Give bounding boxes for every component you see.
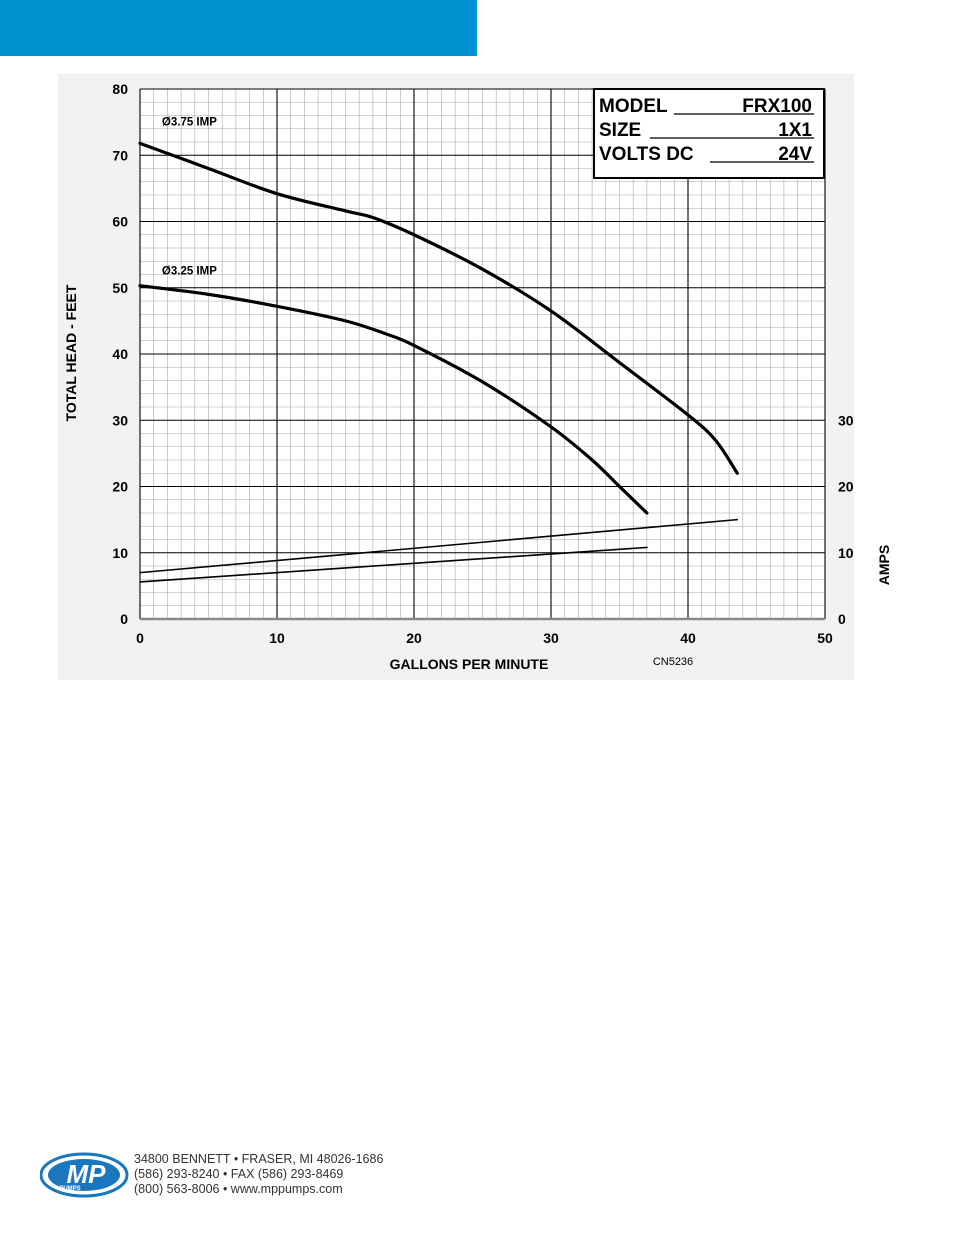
y-tick-label: 80 [112,81,128,97]
mp-pumps-logo: MP PUMPS [40,1152,129,1198]
impeller-label-1: Ø3.25 IMP [162,266,217,278]
volts-label: VOLTS DC [599,144,694,165]
logo-ring [40,1152,129,1198]
y2-tick-label: 20 [838,479,854,495]
address-line-3: (800) 563-8006 • www.mppumps.com [134,1182,343,1196]
major-grid [139,88,826,621]
y2-axis-title: AMPS [876,545,892,585]
address-block: 34800 BENNETT • FRASER, MI 48026-1686 (5… [134,1152,383,1197]
series-layer: Ø3.75 IMP Ø3.25 IMP [138,116,739,583]
y-tick-label: 30 [112,412,128,428]
y2-tick-label: 10 [838,545,854,561]
y-tick-label: 70 [112,147,128,163]
logo-text: MP [67,1159,107,1189]
x-tick-label: 20 [406,630,422,646]
y-tick-label: 10 [112,545,128,561]
address-line-1: 34800 BENNETT • FRASER, MI 48026-1686 [134,1152,384,1166]
header-bar [0,0,477,56]
head-curve-1 [138,284,649,515]
logo-subtext: PUMPS [59,1186,80,1192]
x-tick-label: 30 [543,630,559,646]
amps-curve-2 [139,518,739,574]
footer: MP PUMPS 34800 BENNETT • FRASER, MI 4802… [40,1150,460,1200]
address-line-2: (586) 293-8240 • FAX (586) 293-8469 [134,1167,344,1181]
size-value: 1X1 [778,120,812,141]
x-tick-label: 0 [136,630,144,646]
amps-curve-3 [139,546,648,583]
x-tick-label: 50 [817,630,833,646]
x-tick-label: 10 [269,630,285,646]
y-tick-label: 20 [112,479,128,495]
impeller-label-0: Ø3.75 IMP [162,116,217,128]
y-tick-label: 60 [112,214,128,230]
y-tick-label: 40 [112,346,128,362]
y2-tick-label: 30 [838,412,854,428]
y-tick-label: 0 [120,611,128,627]
spec-box: MODEL FRX100 SIZE 1X1 VOLTS DC 24V [593,88,825,179]
y2-tick-label: 0 [838,611,846,627]
spec-box-frame [593,88,825,179]
x-tick-label: 40 [680,630,696,646]
x-axis-title: GALLONS PER MINUTE [390,656,549,672]
volts-value: 24V [778,144,812,165]
tick-labels: 0 10 20 30 40 50 0 10 20 30 40 50 60 70 80 0 10 20 30 [112,81,853,646]
model-value: FRX100 [742,96,812,117]
chart-code: CN5236 [653,656,693,668]
size-label: SIZE [599,120,641,141]
y-tick-label: 50 [112,280,128,296]
logo-fill [48,1159,120,1191]
y-axis-title: TOTAL HEAD - FEET [63,284,79,421]
model-label: MODEL [599,96,668,117]
head-curve-0 [138,141,739,475]
